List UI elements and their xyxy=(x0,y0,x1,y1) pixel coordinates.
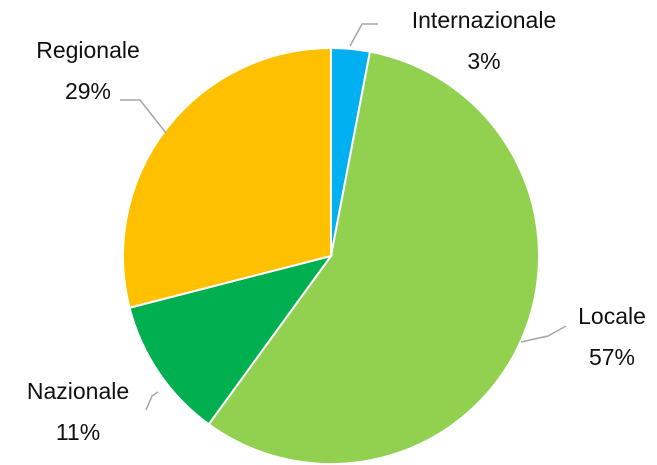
leader-line xyxy=(145,391,159,411)
leader-line xyxy=(120,99,167,134)
leader-line xyxy=(349,23,378,47)
value-label: 29% xyxy=(65,78,111,104)
value-label: 3% xyxy=(467,48,500,74)
value-label: 57% xyxy=(589,344,635,370)
pie-slice xyxy=(128,254,334,426)
leader-line xyxy=(520,325,567,343)
pie-slice xyxy=(207,50,540,465)
slice-label: Locale xyxy=(578,303,646,329)
slice-label: Regionale xyxy=(36,37,140,63)
slice-label: Nazionale xyxy=(27,378,129,404)
slice-label: Internazionale xyxy=(412,7,557,33)
pie-slice xyxy=(122,46,332,309)
value-label: 11% xyxy=(56,419,100,445)
